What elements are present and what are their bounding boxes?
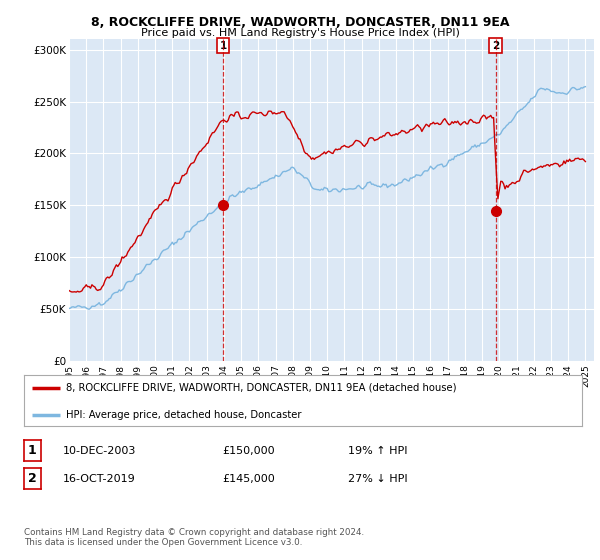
Text: 19% ↑ HPI: 19% ↑ HPI [348,446,407,456]
Text: Price paid vs. HM Land Registry's House Price Index (HPI): Price paid vs. HM Land Registry's House … [140,28,460,38]
Text: £150,000: £150,000 [222,446,275,456]
Text: 2: 2 [492,41,499,51]
Text: 10-DEC-2003: 10-DEC-2003 [63,446,136,456]
Text: 27% ↓ HPI: 27% ↓ HPI [348,474,407,484]
Text: HPI: Average price, detached house, Doncaster: HPI: Average price, detached house, Donc… [66,409,301,419]
Text: £145,000: £145,000 [222,474,275,484]
Text: Contains HM Land Registry data © Crown copyright and database right 2024.
This d: Contains HM Land Registry data © Crown c… [24,528,364,547]
Text: 8, ROCKCLIFFE DRIVE, WADWORTH, DONCASTER, DN11 9EA (detached house): 8, ROCKCLIFFE DRIVE, WADWORTH, DONCASTER… [66,383,457,393]
Text: 16-OCT-2019: 16-OCT-2019 [63,474,136,484]
Text: 2: 2 [28,472,37,486]
Text: 8, ROCKCLIFFE DRIVE, WADWORTH, DONCASTER, DN11 9EA: 8, ROCKCLIFFE DRIVE, WADWORTH, DONCASTER… [91,16,509,29]
Text: 1: 1 [220,41,227,51]
Text: 1: 1 [28,444,37,458]
